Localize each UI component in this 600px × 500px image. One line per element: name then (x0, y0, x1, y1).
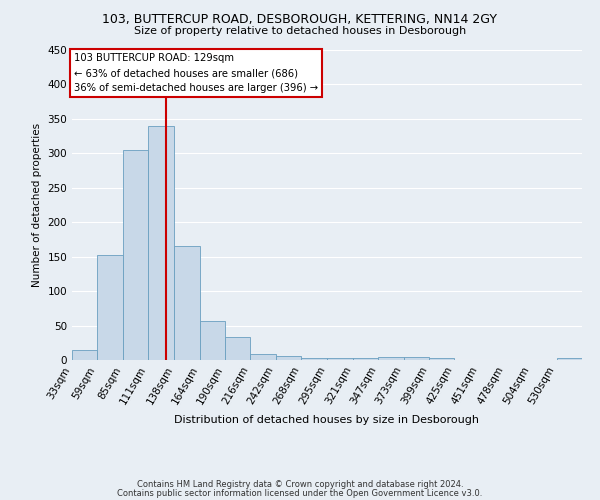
Y-axis label: Number of detached properties: Number of detached properties (32, 123, 42, 287)
Bar (276, 356, 301, 360)
Bar (72, 350, 97, 360)
Bar (175, 246, 200, 360)
Bar (97, 254, 123, 360)
Text: Contains HM Land Registry data © Crown copyright and database right 2024.: Contains HM Land Registry data © Crown c… (137, 480, 463, 489)
Bar (225, 338, 250, 360)
Bar (301, 358, 328, 360)
Bar (250, 354, 276, 360)
Text: 103 BUTTERCUP ROAD: 129sqm
← 63% of detached houses are smaller (686)
36% of sem: 103 BUTTERCUP ROAD: 129sqm ← 63% of deta… (74, 54, 318, 93)
Bar (378, 357, 404, 360)
Bar (404, 357, 429, 360)
Bar (353, 358, 378, 360)
Bar (148, 126, 175, 360)
Bar (429, 358, 454, 360)
X-axis label: Distribution of detached houses by size in Desborough: Distribution of detached houses by size … (175, 414, 479, 424)
Bar (200, 320, 225, 360)
Text: 103, BUTTERCUP ROAD, DESBOROUGH, KETTERING, NN14 2GY: 103, BUTTERCUP ROAD, DESBOROUGH, KETTERI… (103, 12, 497, 26)
Text: Contains public sector information licensed under the Open Government Licence v3: Contains public sector information licen… (118, 488, 482, 498)
Bar (123, 150, 148, 360)
Text: Size of property relative to detached houses in Desborough: Size of property relative to detached ho… (134, 26, 466, 36)
Bar (557, 358, 582, 360)
Bar (328, 358, 353, 360)
